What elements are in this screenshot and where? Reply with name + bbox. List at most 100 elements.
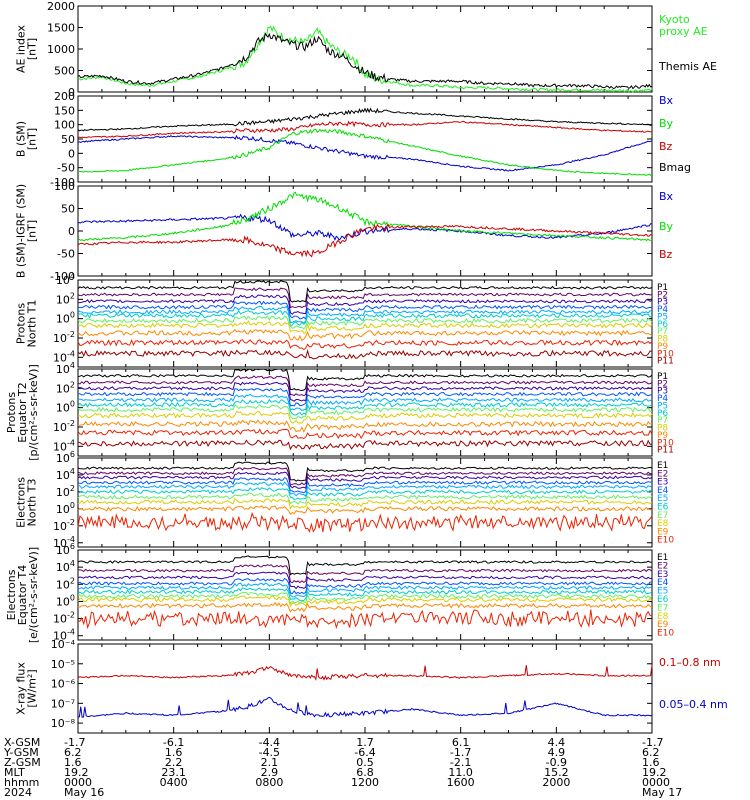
channel-line-e8: [77, 595, 653, 608]
y-axis-label: Electrons: [15, 477, 28, 528]
y-tick-label: 102: [56, 291, 75, 306]
x-axis-value: -1.7: [642, 736, 663, 749]
series-line-0-05-0-4-nm: [77, 696, 653, 718]
channel-label: E4: [657, 486, 669, 496]
y-axis-label: AE index: [15, 24, 28, 73]
x-axis-row-label: 2024: [4, 786, 32, 799]
x-axis-value: 2.1: [261, 756, 279, 769]
x-axis-row-label: hhmm: [4, 776, 39, 789]
x-axis-value: -1.7: [64, 736, 85, 749]
y-axis-label: Equator T2: [16, 382, 29, 442]
y-axis-label: Equator T4: [16, 565, 29, 625]
channel-line-p2: [77, 375, 653, 397]
channel-line-p5: [77, 393, 653, 412]
channel-line-p1: [77, 280, 653, 303]
channel-line-e3: [77, 571, 653, 590]
y-tick-label: 0: [68, 225, 75, 238]
channel-line-e5: [77, 481, 653, 497]
x-axis-value: -2.1: [450, 756, 471, 769]
x-axis-value: 23.1: [161, 766, 186, 779]
y-tick-label: 106: [56, 450, 75, 465]
y-axis-label: [W/m²]: [26, 669, 39, 707]
channel-label: E5: [657, 494, 668, 504]
channel-line-p10: [77, 428, 653, 440]
channel-line-p9: [77, 328, 653, 342]
x-axis-value: 1600: [447, 776, 475, 789]
y-axis-label: Protons: [15, 303, 28, 344]
x-axis-row-label: MLT: [4, 766, 25, 779]
y-tick-label: 10-2: [53, 330, 75, 345]
y-tick-label: 150: [54, 104, 75, 117]
legend-entry: Bz: [659, 248, 673, 261]
channel-line-p11: [77, 349, 653, 360]
x-axis-row-label: Y-GSM: [3, 746, 39, 759]
x-axis-value: 1.6: [165, 746, 183, 759]
x-axis-value: 6.2: [64, 746, 82, 759]
y-axis-label: B (SM): [15, 121, 28, 157]
channel-label: P3: [657, 387, 668, 397]
y-tick-label: 104: [56, 559, 75, 574]
y-axis-label: North T3: [26, 479, 39, 527]
y-tick-label: 102: [56, 484, 75, 499]
channel-label: P1: [657, 283, 668, 293]
channel-label: E6: [657, 503, 669, 513]
channel-line-p8: [77, 320, 653, 334]
y-tick-label: 10-2: [53, 518, 75, 533]
y-tick-label: 100: [54, 119, 75, 132]
channel-line-e7: [77, 492, 653, 505]
channel-line-p7: [77, 315, 653, 330]
channel-line-e9: [77, 601, 653, 613]
y-tick-label: 50: [61, 133, 75, 146]
x-axis-value: 19.2: [642, 766, 667, 779]
y-axis-label: [nT]: [26, 38, 39, 60]
x-axis-value: -6.4: [354, 746, 375, 759]
legend-entry: Bx: [659, 190, 674, 203]
y-axis-label: [e/(cm²-s-sr-keV)]: [27, 547, 40, 643]
x-axis-value: 11.0: [448, 766, 473, 779]
channel-label: P9: [657, 431, 668, 441]
y-axis-label: Protons: [5, 392, 18, 433]
series-line-by: [77, 128, 653, 176]
x-axis-value: -4.5: [259, 746, 280, 759]
x-axis-value: 6.2: [642, 746, 660, 759]
x-axis-value: 0400: [160, 776, 188, 789]
channel-label: P10: [657, 438, 674, 448]
y-tick-label: 0: [68, 147, 75, 160]
y-axis-label: X-ray flux: [15, 662, 28, 715]
series-line-kyoto-proxy-ae: [77, 25, 653, 93]
channel-label: P10: [657, 349, 674, 359]
y-axis-label: [p/(cm²-s-sr-keV)]: [27, 364, 40, 461]
y-axis-label: North T1: [26, 300, 39, 348]
series-line-bx: [77, 213, 652, 241]
x-axis-row-label: Z-GSM: [4, 756, 41, 769]
channel-label: P8: [657, 335, 668, 345]
channel-label: P4: [657, 394, 668, 404]
y-tick-label: 10-2: [53, 419, 75, 434]
channel-label: P2: [657, 379, 668, 389]
channel-line-e2: [77, 564, 653, 584]
channel-line-e10: [77, 511, 653, 533]
channel-label: P3: [657, 298, 668, 308]
channel-label: P11: [657, 357, 674, 367]
channel-label: P1: [657, 372, 668, 382]
channel-line-e10: [77, 609, 653, 630]
legend-entry: By: [659, 117, 674, 130]
y-tick-label: -100: [50, 270, 75, 283]
legend-entry: 0.05–0.4 nm: [659, 698, 728, 711]
panel-xray: 10⁻⁴ 10⁻⁵ 10⁻⁶ 10⁻⁷ 10⁻⁸ X-ray flux[W/m²] 0.1–…: [15, 638, 728, 734]
y-axis-label: Electrons: [5, 569, 18, 620]
channel-line-p3: [78, 294, 653, 315]
channel-label: P7: [657, 416, 668, 426]
series-line-0-1-0-8-nm: [77, 665, 653, 681]
channel-line-p2: [77, 287, 653, 309]
x-axis-value: 4.4: [548, 736, 566, 749]
channel-line-e1: [77, 555, 653, 576]
channel-label: P5: [657, 401, 668, 411]
y-tick-label: 104: [56, 272, 75, 287]
channel-label: E7: [657, 511, 668, 521]
channel-line-e6: [77, 487, 653, 501]
y-tick-label: 100: [56, 501, 75, 516]
channel-line-e3: [77, 471, 653, 489]
